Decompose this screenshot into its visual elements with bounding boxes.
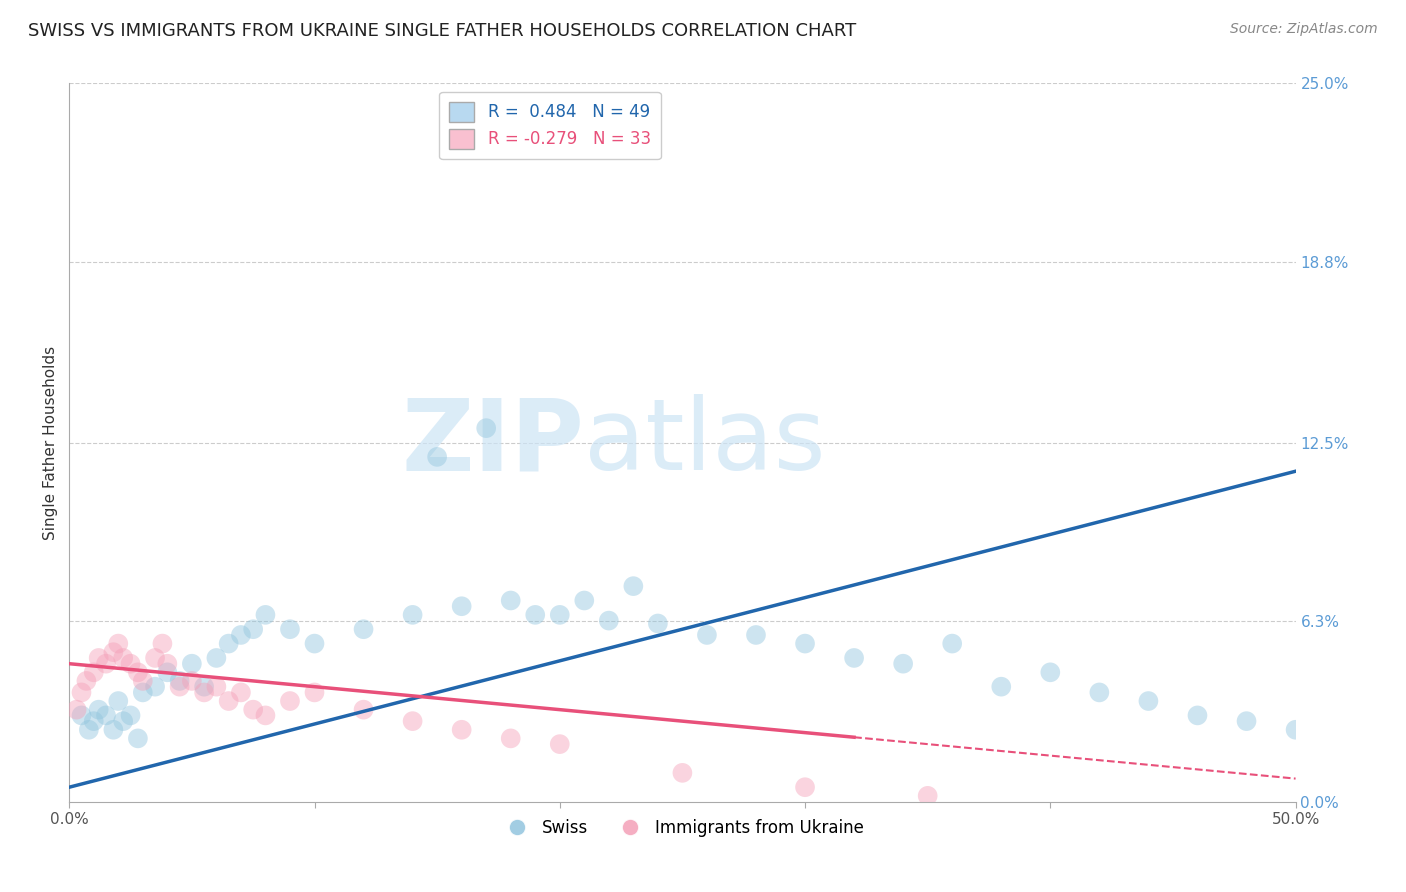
Point <box>353 622 375 636</box>
Point <box>242 703 264 717</box>
Point <box>917 789 939 803</box>
Point <box>450 723 472 737</box>
Point <box>180 673 202 688</box>
Point <box>94 657 117 671</box>
Point <box>218 694 240 708</box>
Point <box>83 665 105 680</box>
Text: atlas: atlas <box>585 394 825 491</box>
Point <box>941 637 963 651</box>
Point <box>205 680 228 694</box>
Point <box>218 637 240 651</box>
Point <box>242 622 264 636</box>
Point <box>1236 714 1258 728</box>
Point <box>278 622 301 636</box>
Point <box>1088 685 1111 699</box>
Text: SWISS VS IMMIGRANTS FROM UKRAINE SINGLE FATHER HOUSEHOLDS CORRELATION CHART: SWISS VS IMMIGRANTS FROM UKRAINE SINGLE … <box>28 22 856 40</box>
Point <box>475 421 498 435</box>
Point <box>143 651 166 665</box>
Text: ZIP: ZIP <box>402 394 585 491</box>
Point <box>77 723 100 737</box>
Point <box>1187 708 1209 723</box>
Point <box>120 657 142 671</box>
Point <box>127 731 149 746</box>
Point <box>426 450 449 464</box>
Point <box>87 651 110 665</box>
Point <box>891 657 914 671</box>
Point <box>180 657 202 671</box>
Point <box>304 637 326 651</box>
Point <box>1137 694 1160 708</box>
Point <box>169 673 191 688</box>
Point <box>499 593 522 607</box>
Text: Source: ZipAtlas.com: Source: ZipAtlas.com <box>1230 22 1378 37</box>
Point <box>696 628 718 642</box>
Point <box>745 628 768 642</box>
Point <box>132 685 155 699</box>
Point <box>254 607 277 622</box>
Point <box>499 731 522 746</box>
Point <box>574 593 596 607</box>
Y-axis label: Single Father Households: Single Father Households <box>44 345 58 540</box>
Point <box>75 673 97 688</box>
Point <box>103 723 125 737</box>
Point <box>401 607 423 622</box>
Point <box>598 614 620 628</box>
Point <box>450 599 472 614</box>
Point <box>548 607 571 622</box>
Point <box>401 714 423 728</box>
Point <box>169 680 191 694</box>
Point <box>156 657 179 671</box>
Point <box>205 651 228 665</box>
Point <box>103 645 125 659</box>
Point <box>1039 665 1062 680</box>
Point <box>304 685 326 699</box>
Point <box>65 703 87 717</box>
Point <box>229 628 252 642</box>
Point <box>548 737 571 751</box>
Legend: Swiss, Immigrants from Ukraine: Swiss, Immigrants from Ukraine <box>494 813 870 844</box>
Point <box>193 680 215 694</box>
Point <box>254 708 277 723</box>
Point <box>132 673 155 688</box>
Point <box>794 637 817 651</box>
Point <box>794 780 817 795</box>
Point <box>107 694 129 708</box>
Point <box>353 703 375 717</box>
Point <box>193 685 215 699</box>
Point <box>127 665 149 680</box>
Point <box>120 708 142 723</box>
Point <box>1284 723 1306 737</box>
Point <box>107 637 129 651</box>
Point <box>156 665 179 680</box>
Point <box>112 651 135 665</box>
Point <box>647 616 669 631</box>
Point <box>83 714 105 728</box>
Point <box>94 708 117 723</box>
Point <box>278 694 301 708</box>
Point <box>671 765 693 780</box>
Point <box>70 685 93 699</box>
Point <box>152 637 174 651</box>
Point <box>70 708 93 723</box>
Point <box>229 685 252 699</box>
Point <box>842 651 865 665</box>
Point <box>621 579 644 593</box>
Point <box>990 680 1012 694</box>
Point <box>143 680 166 694</box>
Point <box>524 607 547 622</box>
Point <box>112 714 135 728</box>
Point <box>87 703 110 717</box>
